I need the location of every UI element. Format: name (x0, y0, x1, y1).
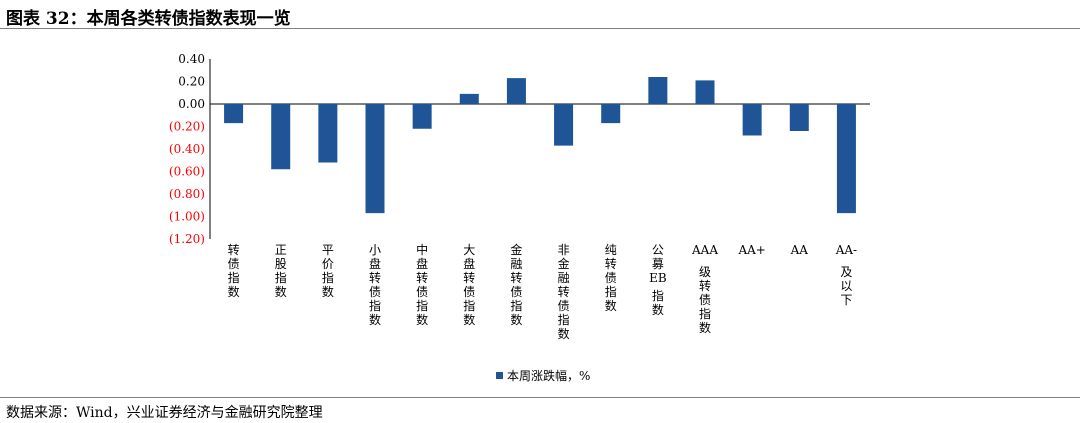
legend-swatch (496, 372, 503, 379)
bar (506, 78, 526, 104)
category-label: 纯转债指数 (605, 243, 617, 313)
bar (365, 104, 385, 214)
category-label: 平价指数 (322, 243, 334, 299)
bar (271, 104, 291, 170)
y-tick-label: (1.20) (169, 232, 205, 246)
category-label: AA (790, 243, 809, 257)
category-label: AA+ (737, 243, 765, 257)
y-axis-tick-labels: 0.40 0.20 0.00 (0.20) (0.40) (0.60) (0.80) (1.0… (169, 52, 205, 246)
bar (554, 104, 574, 146)
category-label: AA-及以下 (835, 243, 857, 307)
y-tick-label: (0.80) (169, 187, 205, 201)
category-label: 金融转债指数 (510, 242, 522, 327)
bar (648, 77, 668, 104)
title-divider (0, 28, 1080, 29)
y-tick-label: 0.20 (178, 75, 205, 89)
category-label: 非金融转债指数 (558, 243, 570, 341)
bar (742, 104, 762, 136)
category-label: 正股指数 (275, 243, 287, 299)
y-tick-label: (0.20) (169, 120, 205, 134)
y-tick-label: (0.40) (169, 142, 205, 156)
category-labels: 转债指数 正股指数 平价指数 小盘转债指数 中盘转债指数 大盘转债指数 金融转债指数 非金融转… (228, 242, 858, 341)
bars (224, 77, 856, 214)
y-tick-label: (0.60) (169, 165, 205, 179)
bar (601, 104, 621, 124)
bar (412, 104, 432, 129)
y-tick-label: 0.00 (178, 97, 205, 111)
y-tick-label: 0.40 (178, 52, 205, 66)
category-label: 公募 EB 指数 (649, 243, 667, 317)
bar (789, 104, 809, 131)
legend: 本周涨跌幅，% (496, 368, 590, 383)
chart-title: 图表 32：本周各类转债指数表现一览 (6, 9, 291, 29)
bar (318, 104, 338, 163)
footer-divider (0, 397, 1080, 398)
legend-label: 本周涨跌幅，% (507, 368, 590, 383)
source-note: 数据来源：Wind，兴业证券经济与金融研究院整理 (6, 405, 323, 421)
bar (224, 104, 244, 124)
category-label: 小盘转债指数 (369, 243, 381, 327)
bar-chart: 0.40 0.20 0.00 (0.20) (0.40) (0.60) (0.80) (1.0… (169, 52, 870, 383)
category-label: AAA 级转债指数 (691, 243, 718, 335)
bar (695, 80, 715, 104)
category-label: 转债指数 (228, 242, 240, 299)
category-label: 中盘转债指数 (416, 242, 428, 327)
bar (836, 104, 856, 214)
category-label: 大盘转债指数 (463, 243, 475, 327)
y-tick-label: (1.00) (169, 210, 205, 224)
bar (459, 93, 479, 104)
